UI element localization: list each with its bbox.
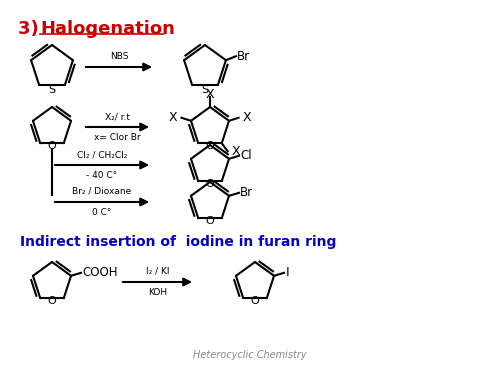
Text: x= Clor Br: x= Clor Br [94, 133, 141, 142]
Text: Indirect insertion of  iodine in furan ring: Indirect insertion of iodine in furan ri… [20, 235, 336, 249]
Text: Br₂ / Dioxane: Br₂ / Dioxane [72, 187, 132, 196]
Text: X: X [232, 145, 240, 158]
Text: O: O [250, 296, 260, 306]
Text: 0 C°: 0 C° [92, 208, 112, 217]
Text: X: X [169, 111, 177, 124]
Text: O: O [206, 141, 214, 151]
Text: O: O [206, 216, 214, 226]
Text: O: O [48, 141, 56, 151]
Text: S: S [202, 85, 208, 95]
Text: - 40 C°: - 40 C° [86, 171, 118, 180]
Text: Br: Br [237, 50, 250, 63]
Text: O: O [206, 179, 214, 189]
Text: X₂/ r.t: X₂/ r.t [105, 112, 130, 121]
Text: Heterocyclic Chemistry: Heterocyclic Chemistry [193, 350, 307, 360]
Text: I: I [286, 266, 290, 279]
Text: Halogenation: Halogenation [40, 20, 175, 38]
Text: Br: Br [240, 186, 253, 200]
Text: O: O [48, 296, 56, 306]
Text: I₂ / KI: I₂ / KI [146, 267, 169, 276]
Text: COOH: COOH [82, 266, 118, 279]
Text: Cl: Cl [240, 149, 252, 162]
Text: X: X [206, 87, 214, 100]
Text: 3): 3) [18, 20, 45, 38]
Text: X: X [242, 111, 251, 124]
Text: S: S [48, 85, 56, 95]
Text: KOH: KOH [148, 288, 167, 297]
Text: Cl₂ / CH₂Cl₂: Cl₂ / CH₂Cl₂ [77, 150, 127, 159]
Text: NBS: NBS [110, 52, 128, 61]
